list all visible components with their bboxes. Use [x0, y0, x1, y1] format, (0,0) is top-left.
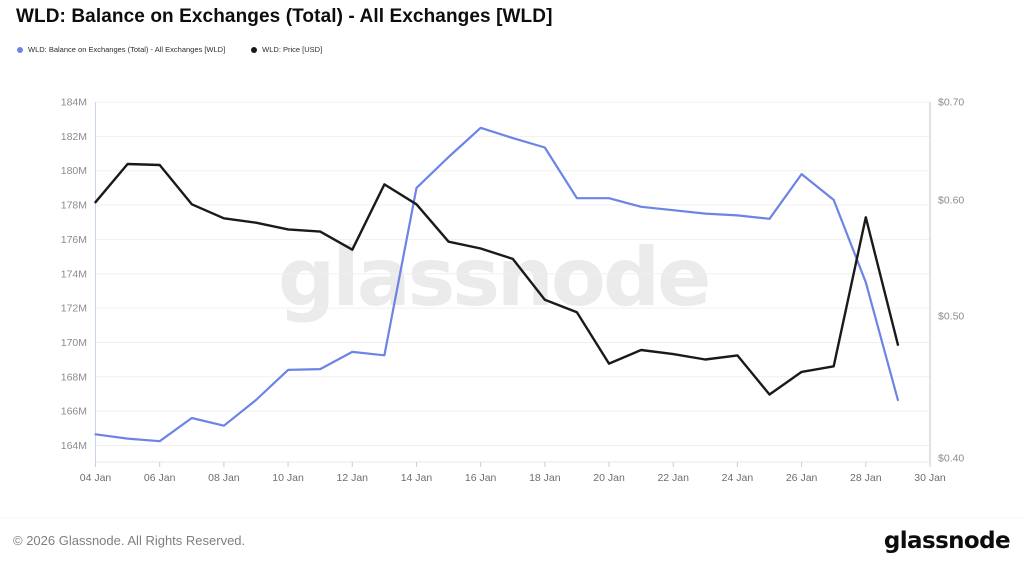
y-left-tick-label: 164M	[61, 440, 87, 452]
y-right-tick-label: $0.40	[938, 453, 964, 465]
x-tick-label: 26 Jan	[786, 472, 818, 484]
x-tick-label: 20 Jan	[593, 472, 625, 484]
y-left-tick-label: 172M	[61, 303, 87, 315]
y-left-tick-label: 184M	[61, 97, 87, 109]
y-left-tick-label: 166M	[61, 406, 87, 418]
legend-label-price: WLD: Price [USD]	[262, 45, 323, 54]
y-left-tick-label: 168M	[61, 371, 87, 383]
legend-dot-balance-icon	[17, 46, 23, 53]
y-left-tick-label: 180M	[61, 165, 87, 177]
x-tick-label: 06 Jan	[144, 472, 176, 484]
x-tick-label: 04 Jan	[80, 472, 112, 484]
glassnode-logo: glassnode	[883, 527, 1011, 554]
legend-label-balance: WLD: Balance on Exchanges (Total) - All …	[28, 45, 226, 54]
x-tick-label: 30 Jan	[914, 472, 946, 484]
x-tick-label: 28 Jan	[850, 472, 882, 484]
y-left-tick-label: 178M	[61, 200, 87, 212]
copyright-text: © 2026 Glassnode. All Rights Reserved.	[13, 533, 246, 548]
x-tick-label: 16 Jan	[465, 472, 497, 484]
x-tick-label: 24 Jan	[722, 472, 754, 484]
x-tick-label: 12 Jan	[337, 472, 369, 484]
x-tick-label: 22 Jan	[657, 472, 689, 484]
x-tick-label: 18 Jan	[529, 472, 561, 484]
balance-line-series[interactable]	[94, 126, 900, 443]
y-right-tick-label: $0.70	[938, 97, 964, 109]
y-right-tick-label: $0.60	[938, 195, 964, 207]
page-footer: © 2026 Glassnode. All Rights Reserved. g…	[0, 517, 1024, 563]
legend-dot-price-icon	[251, 46, 258, 53]
y-right-tick-label: $0.50	[938, 311, 964, 323]
y-left-tick-label: 176M	[61, 234, 87, 246]
y-left-tick-label: 174M	[61, 268, 87, 280]
legend-item-balance[interactable]: WLD: Balance on Exchanges (Total) - All …	[17, 45, 225, 54]
legend-item-price[interactable]: WLD: Price [USD]	[251, 45, 322, 54]
x-tick-label: 10 Jan	[272, 472, 304, 484]
y-left-tick-label: 170M	[61, 337, 87, 349]
x-tick-label: 08 Jan	[208, 472, 240, 484]
price-line-series[interactable]	[94, 162, 900, 396]
chart-legend: WLD: Balance on Exchanges (Total) - All …	[17, 45, 322, 54]
y-left-tick-label: 182M	[61, 131, 87, 143]
x-tick-label: 14 Jan	[401, 472, 433, 484]
chart-title: WLD: Balance on Exchanges (Total) - All …	[16, 6, 553, 27]
glassnode-watermark: glassnode	[278, 231, 711, 324]
